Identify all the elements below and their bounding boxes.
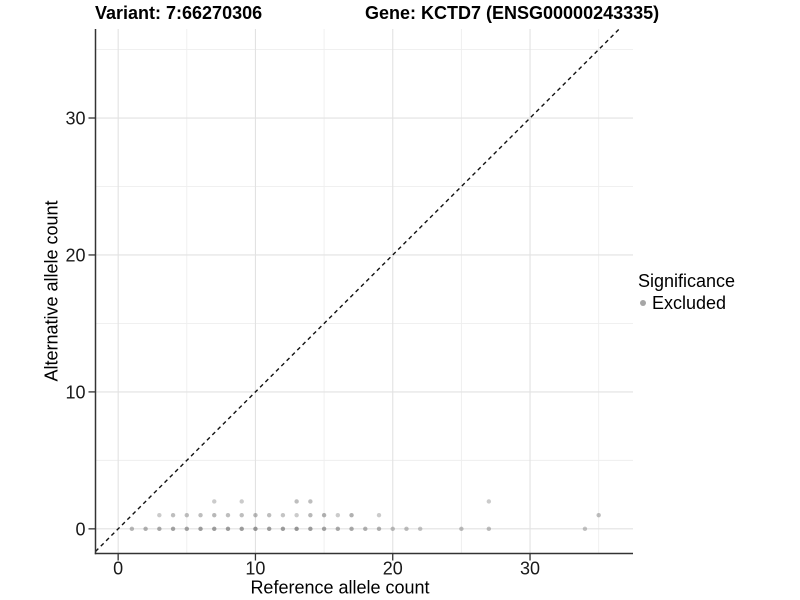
data-point [349,526,354,532]
data-point [129,526,135,532]
excluded-point-icon [640,300,646,306]
data-point [212,499,217,504]
y-tick-label: 30 [65,109,85,129]
data-point [170,512,176,518]
data-point [417,526,423,532]
x-tick-label: 20 [383,559,403,579]
legend: Significance Excluded [638,271,735,313]
data-point [198,526,203,532]
data-point [486,526,492,532]
data-point [294,499,299,504]
data-point [253,512,258,518]
data-point [225,512,231,518]
identity-line [95,28,620,552]
data-point [390,526,395,532]
data-point [239,499,244,504]
data-point [266,526,272,532]
data-point [404,526,409,532]
data-point [170,526,176,532]
legend-entry-label: Excluded [652,293,727,313]
y-axis-title: Alternative allele count [41,200,62,382]
data-point [143,526,148,532]
data-point [294,526,299,532]
data-point [486,499,492,504]
data-point [280,526,286,532]
data-point [280,512,286,518]
data-point [308,499,313,504]
y-tick-label: 0 [75,519,85,539]
data-point [376,526,382,532]
data-point [335,526,341,532]
data-point [596,512,601,518]
data-point [459,526,464,532]
plot-title-variant: Variant: 7:66270306 [95,3,263,23]
data-point [321,512,327,518]
x-tick-label: 0 [113,559,123,579]
data-point [349,512,354,518]
data-point [253,526,258,532]
data-point [308,526,313,532]
data-point [212,512,217,518]
data-point [582,526,588,532]
data-point [335,512,341,518]
plot-title-gene: Gene: KCTD7 (ENSG00000243335) [365,3,660,23]
data-point [321,526,327,532]
data-point [198,512,203,518]
data-point [184,512,189,518]
data-point [266,512,272,518]
data-point [157,512,162,518]
data-point [239,512,244,518]
x-axis-title: Reference allele count [250,577,430,598]
y-tick-label: 20 [65,245,85,265]
data-point [212,526,217,532]
data-point [225,526,231,532]
y-tick-label: 10 [65,382,85,402]
data-point [184,526,189,532]
data-point [239,526,244,532]
x-tick-label: 10 [245,559,265,579]
legend-title: Significance [638,271,736,291]
data-point [308,512,313,518]
x-tick-label: 30 [520,559,540,579]
data-point [363,526,368,532]
legend-entry-excluded: Excluded [640,293,735,313]
data-point [294,512,299,518]
data-point [376,512,382,518]
data-point [157,526,162,532]
